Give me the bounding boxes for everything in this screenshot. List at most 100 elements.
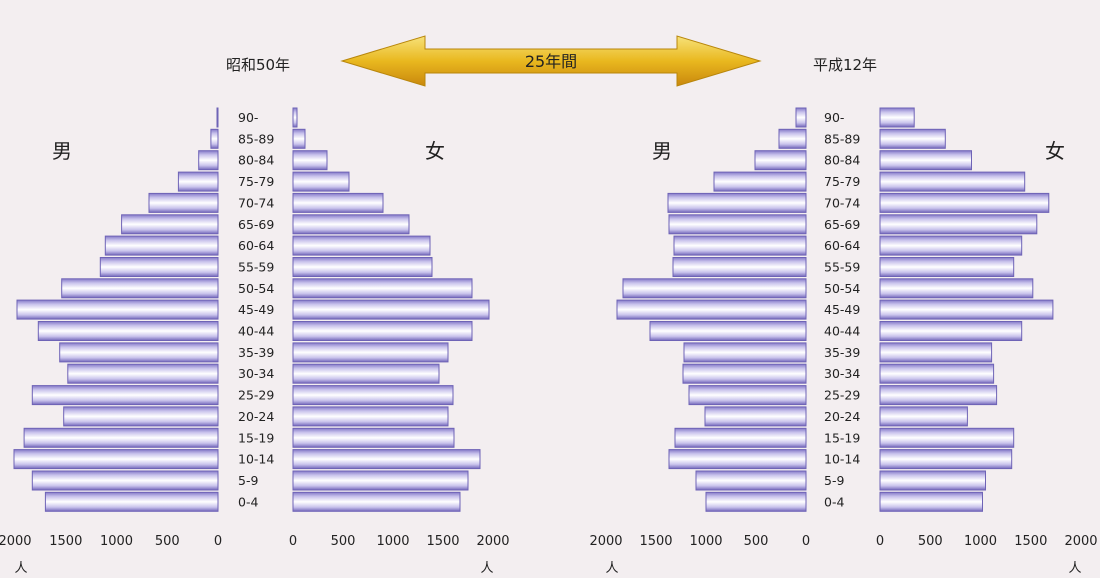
bar-female-55-59 [292, 257, 433, 277]
bar-female-0-4 [879, 491, 983, 512]
age-label: 30-34 [238, 366, 274, 381]
bar-male-55-59 [99, 257, 219, 277]
bar-female-65-69 [292, 214, 410, 235]
bar-male-50-54 [622, 278, 807, 299]
bar-male-35-39 [683, 342, 807, 363]
bar-female-90- [292, 107, 298, 128]
bar-female-50-54 [879, 278, 1034, 299]
bar-female-20-24 [292, 406, 449, 427]
age-label: 25-29 [824, 388, 860, 403]
age-label: 0-4 [824, 494, 844, 509]
age-label: 75-79 [824, 174, 860, 189]
age-label: 10-14 [824, 452, 860, 467]
bar-female-20-24 [879, 406, 968, 427]
tick-label-male: 2000 [589, 534, 622, 549]
tick-label-male: 2000 [0, 534, 32, 549]
tick-label-female: 500 [331, 534, 356, 549]
bar-male-15-19 [23, 427, 219, 448]
bar-male-65-69 [121, 214, 219, 235]
bar-female-5-9 [879, 470, 986, 491]
tick-label-female: 0 [876, 534, 884, 549]
bar-female-30-34 [879, 363, 995, 384]
bar-male-40-44 [37, 321, 219, 341]
age-label: 35-39 [824, 345, 860, 360]
bar-male-65-69 [668, 214, 807, 235]
tick-label-female: 500 [918, 534, 943, 549]
bar-female-45-49 [879, 299, 1054, 320]
bar-male-55-59 [672, 257, 807, 277]
tick-label-male: 0 [802, 534, 810, 549]
age-label: 70-74 [238, 195, 274, 210]
bar-male-90- [216, 107, 219, 128]
bar-female-10-14 [292, 449, 481, 470]
male-label: 男 [52, 139, 72, 163]
bar-male-0-4 [44, 491, 219, 512]
age-label: 45-49 [824, 302, 860, 317]
age-label: 65-69 [238, 217, 274, 232]
tick-label-female: 1000 [964, 534, 997, 549]
age-label: 40-44 [238, 324, 274, 339]
age-label: 30-34 [824, 366, 860, 381]
age-label: 50-54 [238, 281, 274, 296]
age-label: 15-19 [238, 430, 274, 445]
bar-male-25-29 [31, 385, 219, 406]
tick-label-male: 1000 [100, 534, 133, 549]
bar-female-35-39 [879, 342, 993, 363]
unit-label-male: 人 [605, 561, 618, 576]
bar-female-0-4 [292, 491, 461, 512]
bar-male-60-64 [104, 235, 219, 256]
age-label: 60-64 [238, 238, 274, 253]
bar-female-70-74 [292, 192, 384, 213]
bar-male-5-9 [31, 470, 219, 491]
age-label: 45-49 [238, 302, 274, 317]
age-label: 20-24 [824, 409, 860, 424]
age-label: 60-64 [824, 238, 860, 253]
bar-male-60-64 [673, 235, 807, 256]
age-label: 5-9 [824, 473, 844, 488]
age-label: 80-84 [824, 153, 860, 168]
bar-female-50-54 [292, 278, 473, 299]
pyramid-heisei-12: 90- 85-89 80-84 75-79 70-74 65-69 60-64 55-59 50… [589, 107, 1098, 576]
tick-label-male: 0 [214, 534, 222, 549]
age-label: 90- [238, 110, 258, 125]
age-label: 80-84 [238, 153, 274, 168]
bar-female-75-79 [292, 171, 350, 192]
bar-female-90- [879, 107, 915, 128]
age-label: 75-79 [238, 174, 274, 189]
tick-label-female: 1000 [376, 534, 409, 549]
pyramid-showa-50: 90- 85-89 80-84 75-79 70-74 65-69 60-64 55-59 50… [0, 107, 510, 576]
bar-male-5-9 [695, 470, 807, 491]
bar-male-0-4 [705, 491, 807, 512]
bar-female-25-29 [879, 385, 998, 406]
bar-female-15-19 [292, 427, 455, 448]
tick-label-female: 2000 [476, 534, 509, 549]
bar-female-80-84 [879, 150, 972, 171]
bar-female-85-89 [292, 128, 306, 149]
bar-female-70-74 [879, 192, 1050, 213]
bar-male-75-79 [177, 171, 219, 192]
bar-female-85-89 [879, 128, 946, 149]
age-label: 50-54 [824, 281, 860, 296]
bar-female-80-84 [292, 150, 328, 171]
bar-female-25-29 [292, 385, 454, 406]
arrow-label: 25年間 [525, 52, 577, 71]
bar-male-45-49 [16, 299, 219, 320]
bar-female-75-79 [879, 171, 1026, 192]
age-label: 20-24 [238, 409, 274, 424]
unit-label-male: 人 [14, 561, 27, 576]
bar-female-60-64 [292, 235, 431, 256]
female-label: 女 [425, 139, 445, 163]
age-label: 40-44 [824, 324, 860, 339]
male-label: 男 [652, 139, 672, 163]
age-label: 85-89 [238, 131, 274, 146]
bar-female-55-59 [879, 257, 1015, 277]
bar-male-50-54 [61, 278, 219, 299]
bar-male-85-89 [210, 128, 219, 149]
bar-female-15-19 [879, 427, 1015, 448]
bar-male-80-84 [198, 150, 219, 171]
bar-male-10-14 [13, 449, 219, 470]
age-label: 55-59 [824, 260, 860, 275]
bar-female-5-9 [292, 470, 469, 491]
period-arrow: 25年間 [340, 35, 762, 87]
